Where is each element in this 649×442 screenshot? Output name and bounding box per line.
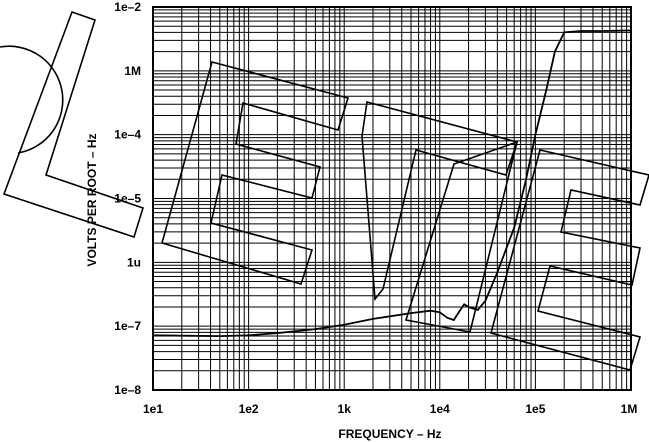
x-tick-label: 1e5 xyxy=(525,402,545,416)
x-tick-label: 1e2 xyxy=(239,402,259,416)
x-axis-label: FREQUENCY – Hz xyxy=(338,427,441,441)
logo-arc xyxy=(0,45,64,154)
y-axis-label: VOLTS PER ROOT – Hz xyxy=(85,133,99,266)
logo-letter-l xyxy=(2,10,144,239)
plot-frame xyxy=(152,6,632,391)
y-tick-labels: 1e–8 1e–7 1u 1e–5 1e–4 1M 1e–2 xyxy=(114,0,141,397)
logo-letter-c xyxy=(404,140,519,333)
grid xyxy=(152,7,631,391)
logo-letter-e-1 xyxy=(161,61,350,285)
x-tick-label: 1e1 xyxy=(143,402,163,416)
logo-letter-e-3 xyxy=(490,149,649,371)
x-tick-label: 1M xyxy=(621,402,638,416)
series-line xyxy=(152,29,632,338)
y-tick-label: 1e–7 xyxy=(114,319,141,333)
y-tick-label: 1e–5 xyxy=(114,192,141,206)
x-tick-label: 1e4 xyxy=(430,402,450,416)
y-tick-label: 1e–2 xyxy=(114,0,141,14)
y-tick-label: 1e–8 xyxy=(114,383,141,397)
y-tick-label: 1M xyxy=(124,64,141,78)
y-tick-label: 1u xyxy=(127,255,141,269)
logo-watermark xyxy=(0,10,649,371)
x-tick-labels: 1e1 1e2 1k 1e4 1e5 1M xyxy=(143,402,637,416)
x-tick-label: 1k xyxy=(338,402,352,416)
y-tick-label: 1e–4 xyxy=(114,128,141,142)
